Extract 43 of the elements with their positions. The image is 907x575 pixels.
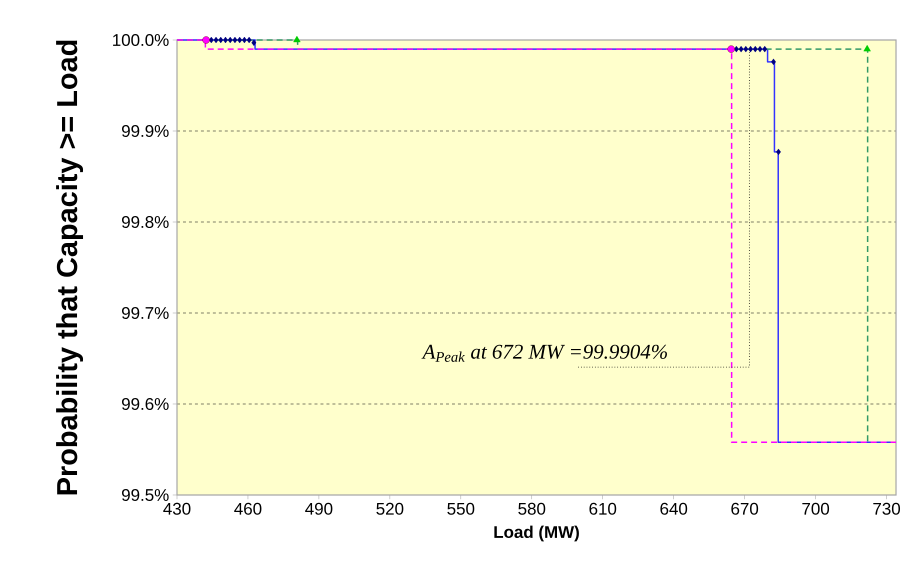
point: [738, 46, 744, 52]
point: [752, 46, 758, 52]
y-tick-label: 99.6%: [122, 398, 169, 410]
x-tick-label: 520: [376, 502, 404, 515]
point: [771, 58, 776, 66]
x-tick-label: 580: [518, 502, 546, 515]
point: [228, 36, 233, 44]
point: [864, 44, 871, 52]
point: [293, 36, 301, 42]
point: [734, 46, 739, 52]
y-tick-label: 99.8%: [122, 216, 169, 228]
point: [246, 36, 252, 44]
annotation: A$_{Peak}$ at 672 MW =99.9904%: [422, 344, 667, 362]
point: [208, 36, 214, 44]
point: [214, 36, 218, 44]
point: [232, 36, 238, 44]
y-tick-label: 99.7%: [122, 307, 169, 319]
point: [223, 36, 228, 44]
y-axis-title: Probability that Capacity >= Load: [56, 40, 84, 494]
y-tick-label: 100.0%: [113, 34, 169, 46]
point: [202, 36, 210, 44]
x-tick-label: 550: [447, 502, 474, 515]
x-tick-label: 670: [731, 502, 758, 515]
point: [251, 40, 256, 46]
point: [748, 46, 753, 52]
point: [218, 36, 224, 44]
x-tick-label: 460: [234, 502, 262, 515]
point: [743, 46, 748, 52]
x-tick-label: 490: [305, 502, 332, 515]
x-axis-title: Load (MW): [494, 526, 579, 542]
y-tick-label: 99.9%: [122, 125, 169, 137]
point: [242, 36, 247, 44]
x-tick-label: 640: [660, 502, 688, 515]
point: [762, 46, 768, 52]
point: [237, 36, 242, 44]
x-tick-label: 430: [163, 502, 190, 515]
point: [776, 148, 781, 156]
y-tick-label: 99.5%: [122, 489, 169, 501]
x-tick-label: 700: [802, 502, 830, 515]
x-tick-label: 730: [873, 502, 900, 515]
x-tick-label: 610: [589, 502, 616, 515]
point: [758, 46, 762, 52]
point: [727, 45, 735, 53]
